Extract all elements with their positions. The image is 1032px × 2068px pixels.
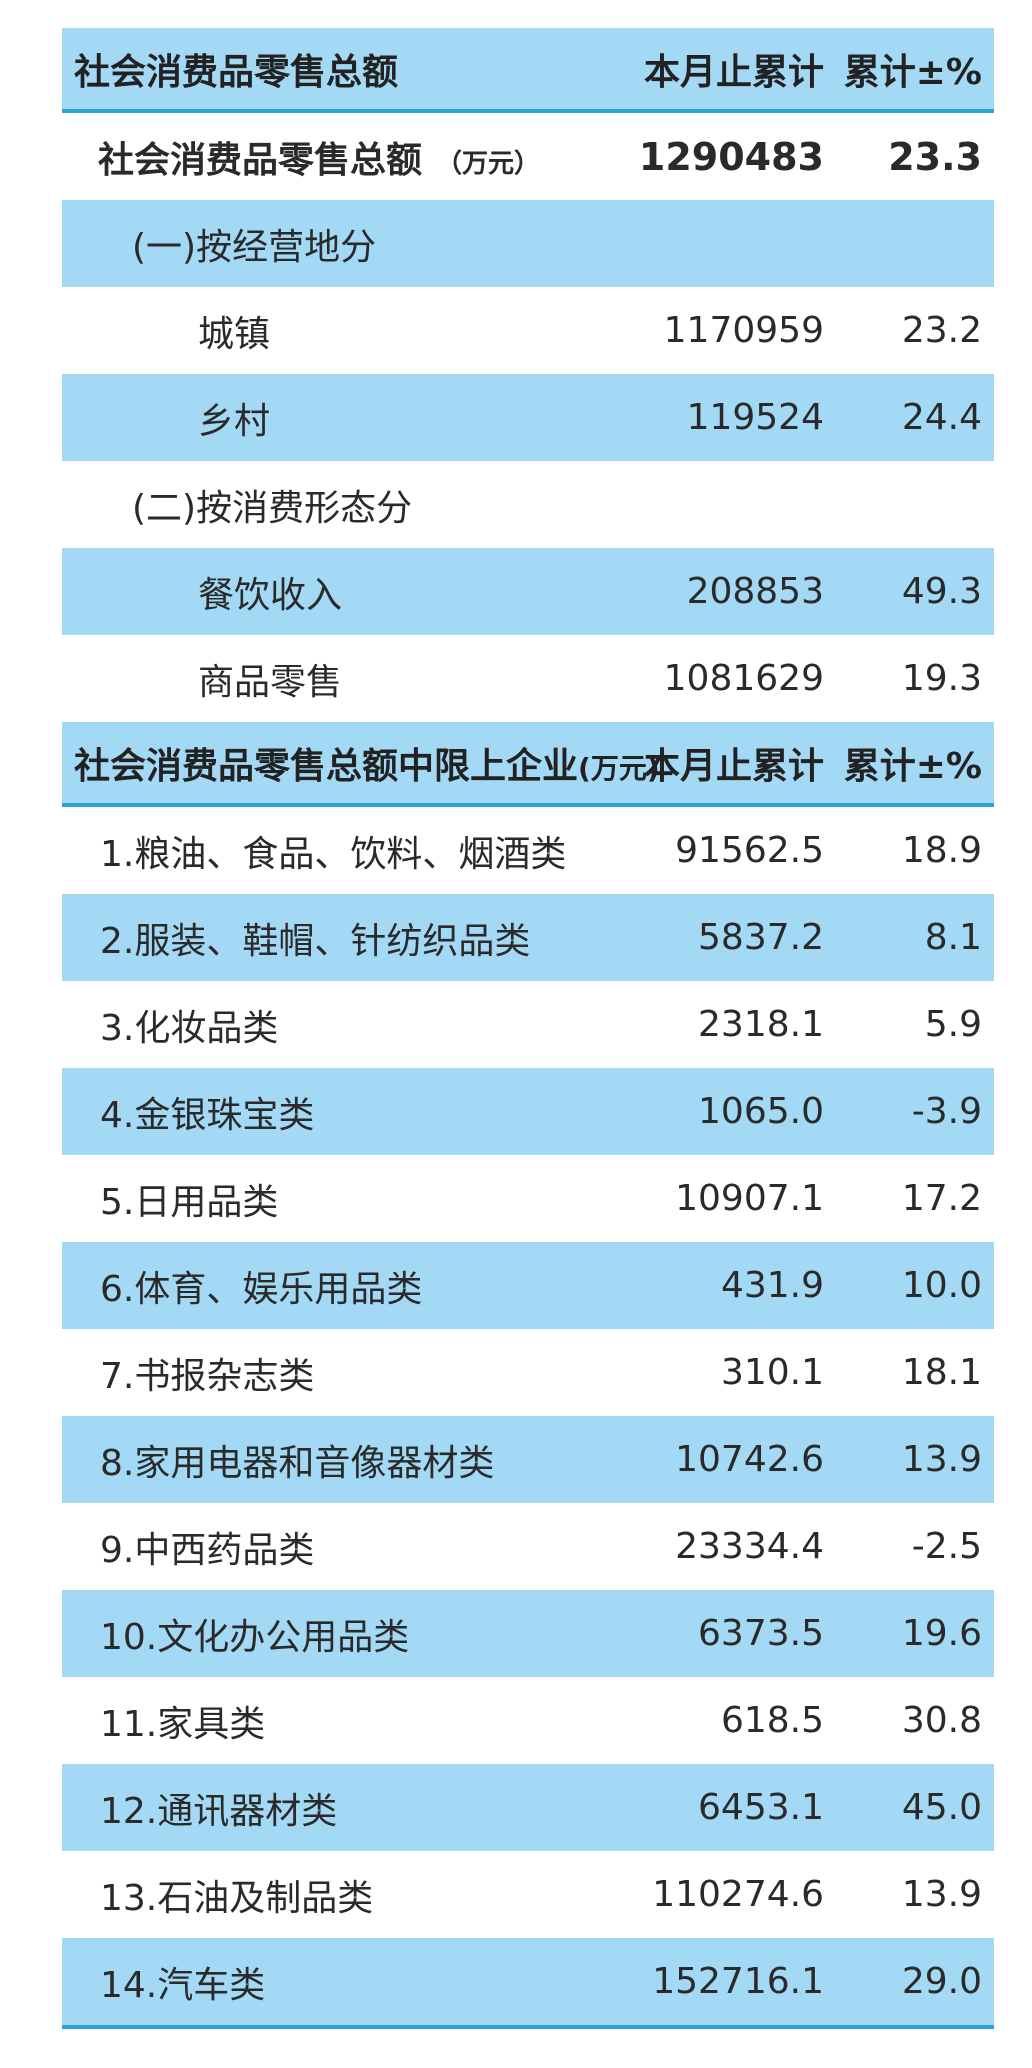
section-by-consumption: (二)按消费形态分 <box>62 461 994 548</box>
row-value: 1081629 <box>663 658 824 699</box>
header-col-change: 累计±% <box>843 51 982 93</box>
row-change: 17.2 <box>901 1178 982 1219</box>
table-row: 乡村 119524 24.4 <box>62 374 994 461</box>
section-label: (一)按经营地分 <box>132 226 377 268</box>
table-row: 10.文化办公用品类 6373.5 19.6 <box>62 1590 994 1677</box>
total-row: 社会消费品零售总额 （万元） 1290483 23.3 <box>62 113 994 200</box>
row-label: 2.服装、鞋帽、针纺织品类 <box>100 920 531 962</box>
row-change: 19.6 <box>901 1613 982 1654</box>
row-value: 618.5 <box>720 1700 824 1741</box>
table-header-2: 社会消费品零售总额中限上企业(万元) 本月止累计 累计±% <box>62 722 994 807</box>
total-label: 社会消费品零售总额 （万元） <box>98 139 541 181</box>
header-title: 社会消费品零售总额 <box>74 51 399 93</box>
table-row: 8.家用电器和音像器材类 10742.6 13.9 <box>62 1416 994 1503</box>
total-change: 23.3 <box>888 134 982 179</box>
row-label: 餐饮收入 <box>198 574 343 616</box>
row-label: 12.通讯器材类 <box>100 1790 338 1832</box>
row-label: 9.中西药品类 <box>100 1529 315 1571</box>
row-change: 5.9 <box>924 1004 982 1045</box>
table-row: 城镇 1170959 23.2 <box>62 287 994 374</box>
header-unit: (万元) <box>578 751 660 785</box>
row-value: 310.1 <box>720 1352 824 1393</box>
row-label: 11.家具类 <box>100 1703 266 1745</box>
row-label: 14.汽车类 <box>100 1964 266 2006</box>
table-row: 12.通讯器材类 6453.1 45.0 <box>62 1764 994 1851</box>
row-change: 19.3 <box>901 658 982 699</box>
row-value: 91562.5 <box>675 830 824 871</box>
row-change: 24.4 <box>901 397 982 438</box>
total-unit: （万元） <box>436 148 541 179</box>
row-label: 乡村 <box>198 400 271 442</box>
row-change: -3.9 <box>911 1091 982 1132</box>
section-label: (二)按消费形态分 <box>132 487 413 529</box>
row-label: 5.日用品类 <box>100 1181 279 1223</box>
row-value: 152716.1 <box>652 1961 824 2002</box>
row-value: 10742.6 <box>675 1439 824 1480</box>
header-title: 社会消费品零售总额中限上企业(万元) <box>74 745 660 787</box>
section-by-location: (一)按经营地分 <box>62 200 994 287</box>
table-row: 5.日用品类 10907.1 17.2 <box>62 1155 994 1242</box>
row-value: 2318.1 <box>698 1004 824 1045</box>
header-col-change: 累计±% <box>843 745 982 787</box>
row-label: 10.文化办公用品类 <box>100 1616 410 1658</box>
table-row: 13.石油及制品类 110274.6 13.9 <box>62 1851 994 1938</box>
row-label: 13.石油及制品类 <box>100 1877 374 1919</box>
table-row: 1.粮油、食品、饮料、烟酒类 91562.5 18.9 <box>62 807 994 894</box>
table-row: 餐饮收入 208853 49.3 <box>62 548 994 635</box>
row-value: 23334.4 <box>675 1526 824 1567</box>
table-row: 商品零售 1081629 19.3 <box>62 635 994 722</box>
header-col-cumulative: 本月止累计 <box>643 745 824 787</box>
total-value: 1290483 <box>638 134 824 179</box>
table-row: 2.服装、鞋帽、针纺织品类 5837.2 8.1 <box>62 894 994 981</box>
table-row: 11.家具类 618.5 30.8 <box>62 1677 994 1764</box>
row-value: 119524 <box>686 397 824 438</box>
row-label: 4.金银珠宝类 <box>100 1094 315 1136</box>
row-value: 110274.6 <box>652 1874 824 1915</box>
row-value: 431.9 <box>720 1265 824 1306</box>
row-value: 208853 <box>686 571 824 612</box>
row-change: 18.1 <box>901 1352 982 1393</box>
row-value: 10907.1 <box>675 1178 824 1219</box>
row-value: 1170959 <box>663 310 824 351</box>
table-row: 3.化妆品类 2318.1 5.9 <box>62 981 994 1068</box>
row-value: 1065.0 <box>698 1091 824 1132</box>
table-row: 4.金银珠宝类 1065.0 -3.9 <box>62 1068 994 1155</box>
table-header-1: 社会消费品零售总额 本月止累计 累计±% <box>62 28 994 113</box>
row-value: 5837.2 <box>698 917 824 958</box>
row-change: 13.9 <box>901 1439 982 1480</box>
row-change: 10.0 <box>901 1265 982 1306</box>
row-change: -2.5 <box>911 1526 982 1567</box>
row-label: 8.家用电器和音像器材类 <box>100 1442 495 1484</box>
row-change: 49.3 <box>901 571 982 612</box>
row-change: 45.0 <box>901 1787 982 1828</box>
table-row: 9.中西药品类 23334.4 -2.5 <box>62 1503 994 1590</box>
row-label: 商品零售 <box>198 661 343 703</box>
retail-sales-table: 社会消费品零售总额 本月止累计 累计±% 社会消费品零售总额 （万元） 12904… <box>62 28 994 2029</box>
table-row: 6.体育、娱乐用品类 431.9 10.0 <box>62 1242 994 1329</box>
table-row: 14.汽车类 152716.1 29.0 <box>62 1938 994 2025</box>
row-value: 6453.1 <box>698 1787 824 1828</box>
row-value: 6373.5 <box>698 1613 824 1654</box>
row-change: 13.9 <box>901 1874 982 1915</box>
row-change: 18.9 <box>901 830 982 871</box>
row-change: 30.8 <box>901 1700 982 1741</box>
row-change: 23.2 <box>901 310 982 351</box>
row-change: 29.0 <box>901 1961 982 2002</box>
header-col-cumulative: 本月止累计 <box>643 51 824 93</box>
row-label: 6.体育、娱乐用品类 <box>100 1268 423 1310</box>
row-label: 1.粮油、食品、饮料、烟酒类 <box>100 833 567 875</box>
row-change: 8.1 <box>924 917 982 958</box>
bottom-divider <box>62 2025 994 2029</box>
row-label: 3.化妆品类 <box>100 1007 279 1049</box>
row-label: 7.书报杂志类 <box>100 1355 315 1397</box>
table-row: 7.书报杂志类 310.1 18.1 <box>62 1329 994 1416</box>
row-label: 城镇 <box>198 313 271 355</box>
